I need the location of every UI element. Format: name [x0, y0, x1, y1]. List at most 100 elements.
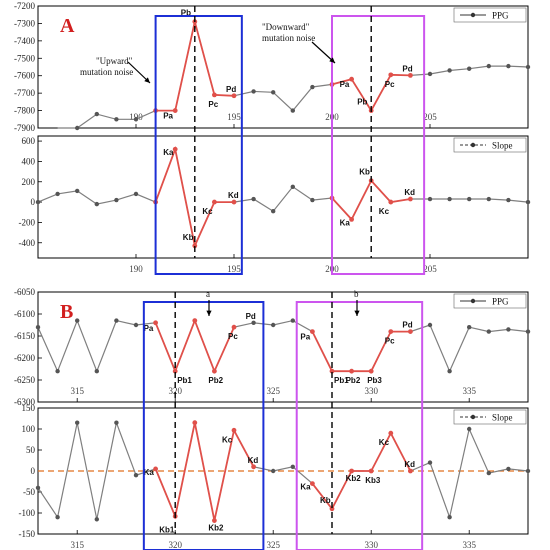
plot-2-data-point [349, 216, 354, 222]
plot-3-xtick-label: 330 [364, 386, 378, 396]
plot-4-data-point [427, 460, 433, 465]
plot-1-data-point [133, 117, 139, 122]
plot-2-data-point [506, 197, 511, 203]
plot-4-xtick-label: 315 [70, 540, 84, 550]
plot-1-ytick-label: -7900 [14, 123, 35, 133]
plot-4-point-label: Kb2 [346, 474, 362, 483]
plot-4-data-point [251, 464, 256, 470]
plot-2-data-point [133, 191, 139, 197]
plot-4-data-point [467, 426, 472, 432]
plot-2-data-point [114, 197, 119, 203]
plot-4-data-point [329, 506, 335, 512]
plot-2-data-point [486, 196, 491, 202]
plot-2-point-label: Ka [340, 218, 351, 227]
plot-3-frame [37, 291, 529, 403]
plot-3-highlight-line [154, 318, 235, 374]
plot-1-data-point [467, 66, 472, 71]
plot-1-ytick-label: -7700 [14, 88, 35, 98]
plot-4-data-point [349, 468, 354, 474]
plot-2-data-point [172, 146, 178, 152]
plot-4-ytick-label: -150 [19, 529, 36, 539]
plot-2-ytick-label: -400 [19, 238, 36, 248]
plot-3-ytick-label: -6250 [14, 375, 35, 385]
panel-label-a: A [60, 15, 75, 37]
annotation-upward-line1: "Upward" [96, 56, 133, 66]
plot-4-xtick-label: 325 [266, 540, 280, 550]
plot-1-data-point [525, 64, 531, 70]
plot-2-point-label: Kd [228, 191, 239, 200]
plot-3-data-point [329, 368, 335, 374]
plot-4-point-label: Kc [222, 435, 233, 444]
plot-4-highlight-line [311, 431, 412, 511]
plot-1-point-label: Pd [402, 64, 412, 73]
plot-3-data-point [271, 322, 276, 328]
plot-3-legend-marker [470, 298, 476, 304]
plot-4-data-point [94, 517, 100, 522]
plot-1-data-point [75, 125, 80, 131]
plot-2-ytick-label: 400 [22, 156, 36, 166]
plot-3-xtick-label: 315 [70, 386, 84, 396]
plot-3-data-point [368, 368, 374, 374]
plot-4-data-point [368, 468, 374, 474]
plot-4-point-label: Kd [248, 456, 259, 465]
plot-1-ytick-label: -7300 [14, 18, 35, 28]
plot-3-data-point [427, 322, 433, 328]
plot-2-data-point [388, 199, 394, 205]
plot-1-data-point [447, 68, 452, 73]
arrow-b-head [354, 310, 360, 316]
annotation-downward-line1: "Downward" [262, 22, 310, 32]
plot-1-ytick-label: -7200 [14, 1, 35, 11]
plot-2-data-point [231, 199, 237, 205]
plot-1-legend-marker [470, 12, 476, 18]
plot-2-data-point [35, 199, 41, 205]
plot-2-data-point [75, 188, 80, 194]
plot-3-data-point [133, 322, 139, 328]
plot-1-data-point [290, 108, 295, 113]
arrow-a-head [206, 310, 212, 316]
plot-2-xtick-label: 205 [423, 264, 437, 274]
plot-3-data-point [192, 318, 198, 323]
plot-3-legend-box [453, 293, 527, 309]
plot-1-xtick-label: 205 [423, 112, 437, 122]
plot-2-xtick-label: 195 [227, 264, 241, 274]
plot-2-point-label: Kb [359, 168, 370, 177]
plot-3-point-label: Pb2 [346, 376, 361, 385]
plot-3-ytick-label: -6050 [14, 287, 35, 297]
plot-3-data-point [506, 327, 511, 332]
noise-box-a [142, 301, 265, 550]
plot-3-data-point [310, 329, 315, 334]
plot-2-data-point [212, 199, 217, 205]
plot-3-ytick-label: -6100 [14, 309, 35, 319]
plot-3-legend-label: PPG [492, 297, 509, 307]
plot-4-data-point [271, 468, 276, 474]
plot-4-point-label: Ka [144, 468, 155, 477]
downward-noise-box [331, 15, 426, 275]
plot-1-point-label: Pd [226, 85, 236, 94]
plot-2-xtick-label: 190 [129, 264, 143, 274]
plot-1-data-point [486, 63, 491, 69]
plot-4-legend-marker [470, 414, 476, 420]
plot-4-data-point [133, 473, 139, 478]
plot-4-data-point [75, 420, 80, 425]
plot-2-ytick-label: 600 [22, 136, 36, 146]
plot-4-data-point [114, 420, 119, 425]
plot-3-ytick-label: -6300 [14, 397, 35, 407]
plot-3-data-point [172, 368, 178, 374]
plot-2-data-point [427, 196, 433, 202]
plot-4-point-label: Kb [320, 496, 331, 505]
plot-4-ytick-label: 0 [31, 466, 36, 476]
plot-3-point-label: Pd [402, 321, 412, 330]
plot-3-highlight-line [311, 330, 411, 373]
plot-2-point-label: Kc [379, 207, 390, 216]
plot-3-data-point [114, 318, 119, 323]
plot-4-data-point [525, 468, 531, 474]
upward-arrow-head [144, 77, 150, 83]
plot-4-xtick-label: 335 [462, 540, 476, 550]
plot-1-ytick-label: -7400 [14, 36, 35, 46]
plot-1-point-label: Pc [208, 100, 218, 109]
plot-4-xtick-label: 320 [168, 540, 182, 550]
plot-2-legend-box [453, 137, 527, 153]
noise-box-b [295, 301, 424, 550]
plot-4-data-point [388, 430, 394, 436]
plot-3-point-label: Pc [228, 332, 238, 341]
